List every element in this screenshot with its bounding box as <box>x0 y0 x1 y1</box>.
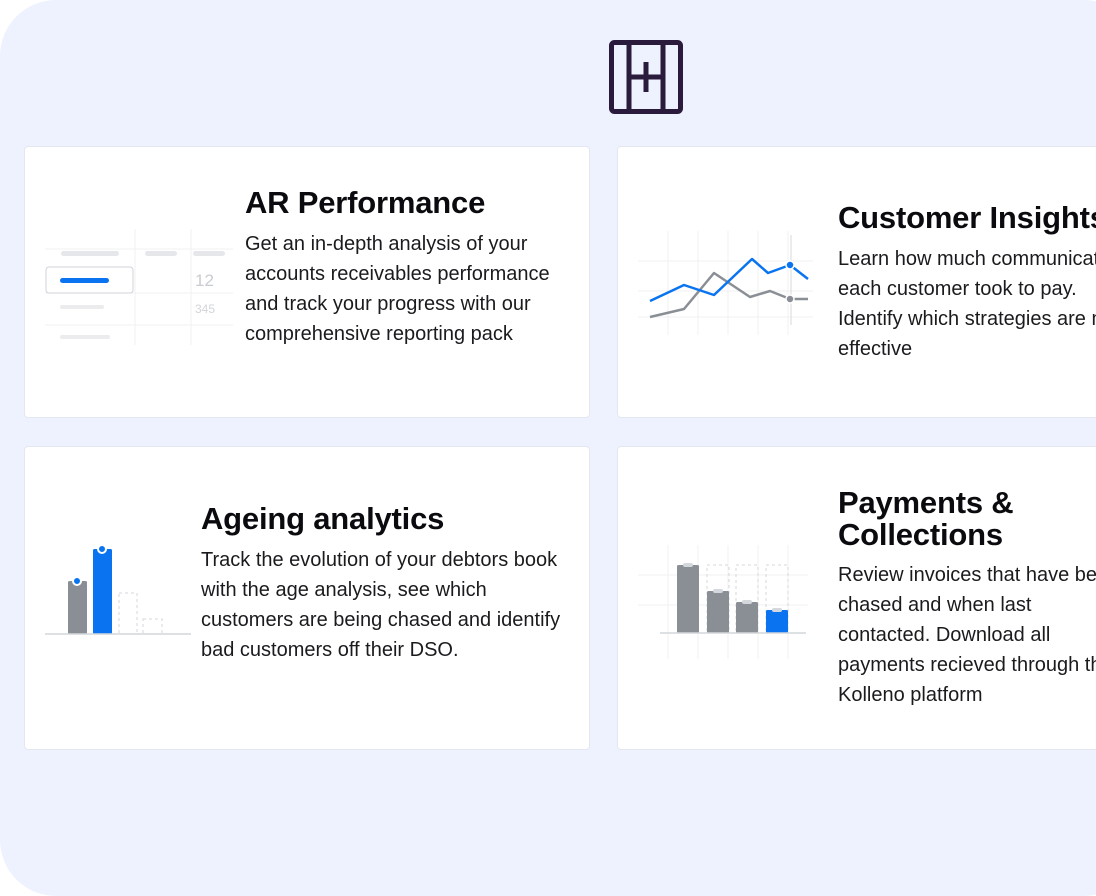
bar-chart-illustration <box>638 545 808 659</box>
table-illustration <box>45 229 233 345</box>
card-description: Get an in-depth analysis of your account… <box>245 233 550 345</box>
feature-card-payments-collections[interactable]: Payments & Collections Review invoices t… <box>617 446 1096 750</box>
card-title: Payments & Collections <box>838 485 1014 552</box>
brand-logo-icon <box>609 40 683 114</box>
bar-chart-illustration <box>45 544 191 635</box>
card-description: Review invoices that have been chased an… <box>838 564 1096 706</box>
card-description: Track the evolution of your debtors book… <box>201 549 561 661</box>
illustration-value-b: 345 <box>195 302 216 316</box>
feature-card-customer-insights[interactable]: Customer Insights Learn how much communi… <box>617 146 1096 418</box>
card-description: Learn how much communication each custom… <box>838 248 1096 360</box>
card-title: AR Performance <box>245 185 486 220</box>
feature-card-ar-performance[interactable]: 12 345 AR Performance Get an in-depth an… <box>24 146 590 418</box>
illustration-value-a: 12 <box>195 271 214 290</box>
card-title: Customer Insights <box>838 200 1096 235</box>
card-title: Ageing analytics <box>201 501 445 536</box>
line-chart-illustration <box>638 231 813 335</box>
feature-card-ageing-analytics[interactable]: Ageing analytics Track the evolution of … <box>24 446 590 750</box>
